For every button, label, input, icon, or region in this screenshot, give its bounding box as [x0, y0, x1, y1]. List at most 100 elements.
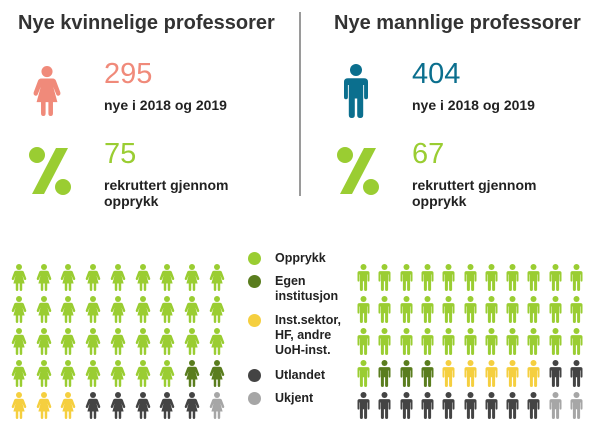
female-icon-opprykk: [11, 296, 27, 323]
female-icon-opprykk: [11, 360, 27, 387]
female-heading: Nye kvinnelige professorer: [18, 12, 275, 34]
male-icon-opprykk: [442, 264, 455, 291]
legend-swatch: [248, 392, 261, 405]
female-count: 295: [104, 58, 153, 90]
male-icon-utlandet: [506, 392, 519, 419]
legend-item-opprykk: Opprykk: [248, 251, 326, 266]
male-icon-opprykk: [506, 264, 519, 291]
male-icon-utlandet: [570, 360, 583, 387]
male-icon-opprykk: [549, 264, 562, 291]
male-icon-opprykk: [570, 296, 583, 323]
female-percent: 75: [104, 138, 137, 170]
male-icon-opprykk: [485, 328, 498, 355]
male-icon-opprykk: [400, 296, 413, 323]
female-icon-opprykk: [110, 328, 126, 355]
female-icon-egen: [209, 360, 224, 387]
female-icon-opprykk: [135, 360, 150, 387]
male-icon-opprykk: [485, 264, 498, 291]
female-icon-inst: [11, 392, 27, 419]
female-icon-opprykk: [61, 296, 76, 323]
male-icon-opprykk: [527, 296, 540, 323]
male-icon-opprykk: [570, 264, 583, 291]
male-icon-utlandet: [400, 392, 413, 419]
male-icon-opprykk: [506, 296, 519, 323]
divider: [299, 12, 301, 196]
male-icon-egen: [400, 360, 413, 387]
female-icon-opprykk: [159, 296, 175, 323]
male-icon-utlandet: [442, 392, 455, 419]
male-icon-utlandet: [378, 392, 391, 419]
male-icon-opprykk: [421, 264, 434, 291]
male-icon-opprykk: [506, 328, 519, 355]
legend-label: Utlandet: [275, 368, 325, 382]
male-icon-opprykk: [357, 328, 370, 355]
female-icon-ukjent: [209, 392, 224, 419]
male-icon-ukjent: [570, 392, 583, 419]
female-icon-utlandet: [184, 392, 200, 419]
legend-swatch: [248, 314, 261, 327]
male-icon-opprykk: [485, 296, 498, 323]
legend-label: Opprykk: [275, 251, 326, 265]
male-percent: 67: [412, 138, 445, 170]
male-icon-utlandet: [421, 392, 434, 419]
female-percent-label-1: rekruttert gjennom: [104, 177, 229, 193]
legend-swatch: [248, 252, 261, 265]
female-icon-opprykk: [209, 264, 224, 291]
female-icon-opprykk: [61, 264, 76, 291]
percent-icon: [28, 146, 72, 196]
male-icon-inst: [485, 360, 498, 387]
female-icon-opprykk: [85, 328, 101, 355]
female-icon-opprykk: [159, 264, 175, 291]
legend-label: HF, andre: [275, 328, 332, 342]
female-icon-inst: [36, 392, 51, 419]
male-icon-opprykk: [464, 328, 476, 355]
male-icon-inst: [442, 360, 455, 387]
male-icon-ukjent: [549, 392, 562, 419]
male-icon-inst: [506, 360, 519, 387]
female-icon-utlandet: [159, 392, 175, 419]
female-icon-opprykk: [110, 264, 126, 291]
female-icon-opprykk: [159, 360, 175, 387]
female-icon-opprykk: [209, 296, 224, 323]
female-icon-opprykk: [184, 296, 200, 323]
male-icon-egen: [378, 360, 391, 387]
male-icon-utlandet: [549, 360, 562, 387]
female-icon-opprykk: [110, 360, 126, 387]
male-icon-opprykk: [421, 296, 434, 323]
male-heading: Nye mannlige professorer: [334, 12, 581, 34]
male-icon-opprykk: [549, 328, 562, 355]
legend-swatch: [248, 369, 261, 382]
female-icon-opprykk: [36, 360, 51, 387]
male-icon-inst: [527, 360, 540, 387]
female-icon-opprykk: [36, 328, 51, 355]
male-icon-opprykk: [570, 328, 583, 355]
legend-label: Egen: [275, 274, 306, 288]
male-percent-label-2: opprykk: [412, 193, 467, 209]
female-icon-opprykk: [36, 296, 51, 323]
percent-icon: [336, 146, 380, 196]
male-icon-opprykk: [357, 264, 370, 291]
male-icon-opprykk: [378, 264, 391, 291]
legend-label: Inst.sektor,: [275, 313, 341, 327]
male-icon-utlandet: [485, 392, 498, 419]
legend-item-inst-sektor: Inst.sektor, HF, andre UoH-inst.: [248, 313, 341, 358]
male-person-icon: [338, 64, 374, 123]
male-icon-opprykk: [464, 264, 476, 291]
female-icon-opprykk: [85, 360, 101, 387]
female-icon-opprykk: [85, 296, 101, 323]
male-icon-inst: [464, 360, 476, 387]
female-icon-opprykk: [85, 264, 101, 291]
female-icon-opprykk: [184, 264, 200, 291]
legend-item-utlandet: Utlandet: [248, 368, 325, 383]
female-icon-opprykk: [159, 328, 175, 355]
male-icon-utlandet: [357, 392, 370, 419]
female-icon-opprykk: [61, 328, 76, 355]
legend-label: Ukjent: [275, 391, 314, 405]
male-icon-egen: [421, 360, 434, 387]
female-icon-opprykk: [11, 328, 27, 355]
male-icon-opprykk: [549, 296, 562, 323]
legend-swatch: [248, 275, 261, 288]
female-icon-utlandet: [85, 392, 101, 419]
female-icon-egen: [184, 360, 200, 387]
